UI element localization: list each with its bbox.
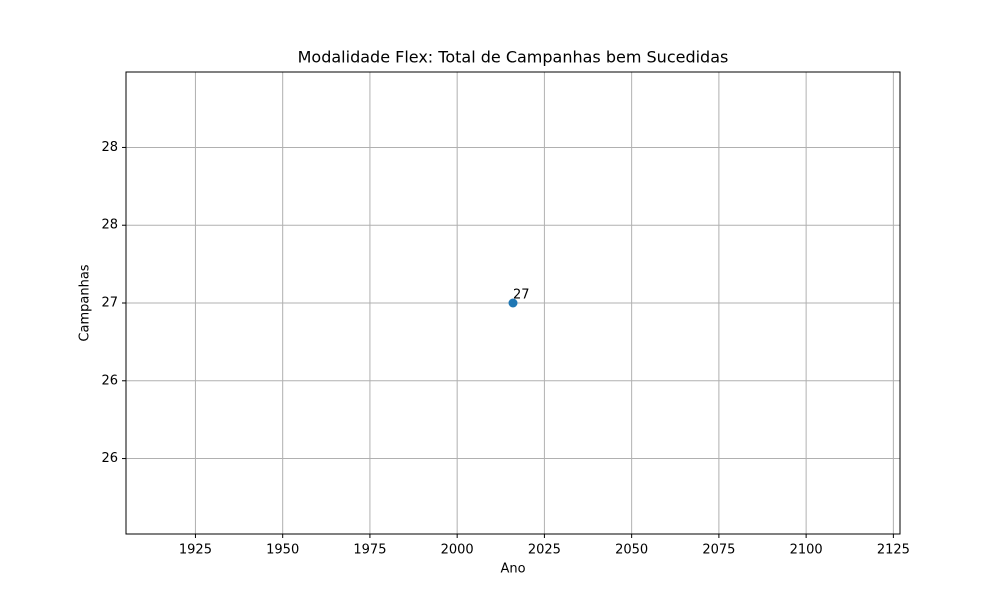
x-tick-label: 2100 <box>790 543 823 558</box>
x-tick-label: 1925 <box>179 543 212 558</box>
x-tick-label: 2125 <box>877 543 910 558</box>
data-point <box>508 298 518 308</box>
chart-title: Modalidade Flex: Total de Campanhas bem … <box>298 48 729 67</box>
x-tick-label: 1975 <box>353 543 386 558</box>
x-tick-label: 1950 <box>266 543 299 558</box>
x-tick-label: 2075 <box>702 543 735 558</box>
plot-frame <box>125 71 901 535</box>
data-label: 27 <box>513 288 530 303</box>
x-tick-label: 2050 <box>615 543 648 558</box>
y-tick-label: 28 <box>101 218 118 233</box>
x-tick-label: 2025 <box>528 543 561 558</box>
x-axis-label: Ano <box>500 562 525 577</box>
x-tick-label: 2000 <box>441 543 474 558</box>
y-tick-label: 26 <box>101 373 118 388</box>
y-tick-label: 26 <box>101 451 118 466</box>
y-tick-label: 27 <box>101 296 118 311</box>
y-tick-label: 28 <box>101 140 118 155</box>
y-axis-label: Campanhas <box>78 264 93 341</box>
